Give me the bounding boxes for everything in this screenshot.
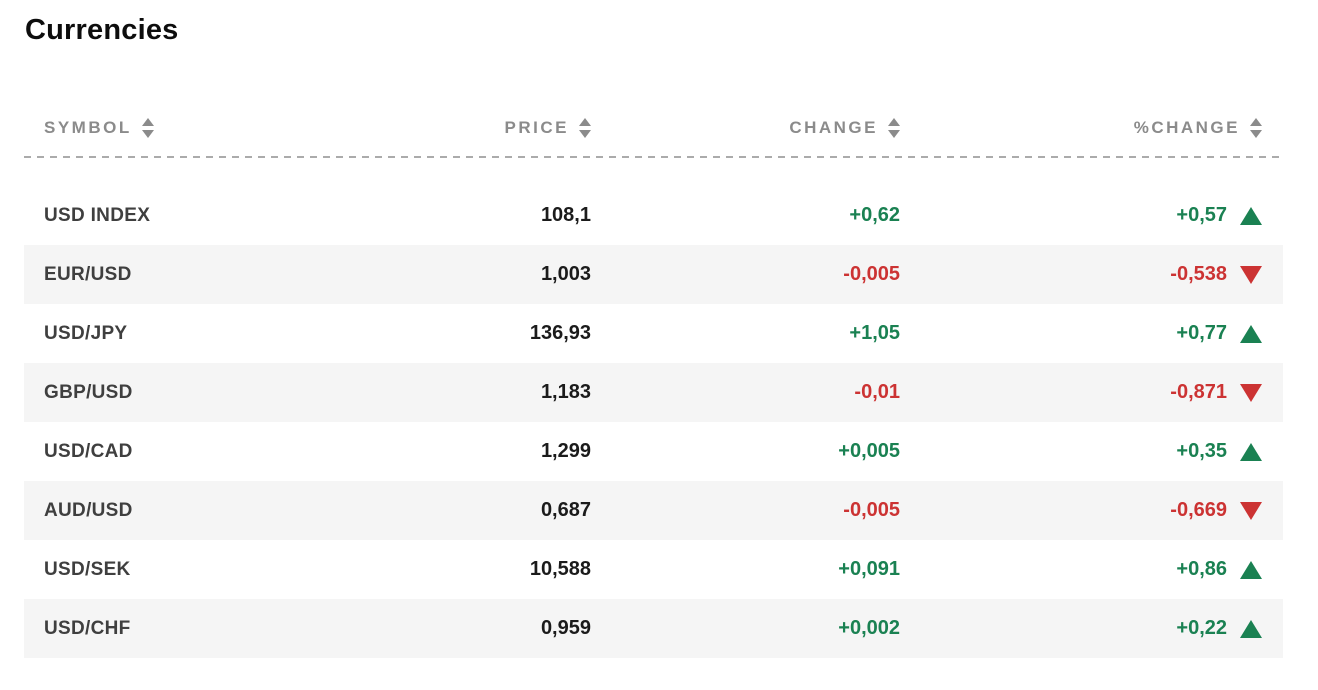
column-header-price[interactable]: PRICE <box>324 118 591 139</box>
currencies-table: SYMBOL PRICE CHANGE <box>24 100 1283 659</box>
price-cell: 108,1 <box>324 204 591 227</box>
change-value: -0,005 <box>843 499 900 522</box>
pct-change-value: +0,77 <box>1176 322 1227 345</box>
price-cell: 0,959 <box>324 617 591 640</box>
column-header-label: %CHANGE <box>1133 118 1240 138</box>
pct-change-value: +0,86 <box>1176 558 1227 581</box>
pct-change-cell: -0,871 <box>900 381 1283 404</box>
header-dashed-divider <box>24 156 1283 159</box>
sort-arrows-icon <box>579 118 591 139</box>
triangle-up-icon <box>1240 206 1262 225</box>
change-value: +0,091 <box>838 558 900 581</box>
table-header-row: SYMBOL PRICE CHANGE <box>24 100 1283 156</box>
triangle-up-icon <box>1240 619 1262 638</box>
symbol-label: GBP/USD <box>44 381 133 403</box>
symbol-cell: USD/JPY <box>24 323 324 345</box>
change-cell: -0,01 <box>591 381 900 404</box>
change-cell: +0,091 <box>591 558 900 581</box>
column-header-label: CHANGE <box>789 118 878 138</box>
table-rows: USD INDEX 108,1 +0,62 +0,57 EUR/USD 1,00… <box>24 186 1283 659</box>
price-value: 1,003 <box>540 263 591 286</box>
table-row[interactable]: USD/SEK 10,588 +0,091 +0,86 <box>24 540 1283 599</box>
symbol-cell: GBP/USD <box>24 382 324 404</box>
pct-change-value: +0,35 <box>1176 440 1227 463</box>
change-value: +1,05 <box>849 322 900 345</box>
pct-change-cell: -0,538 <box>900 263 1283 286</box>
table-row[interactable]: USD/JPY 136,93 +1,05 +0,77 <box>24 304 1283 363</box>
table-row[interactable]: AUD/USD 0,687 -0,005 -0,669 <box>24 481 1283 541</box>
table-row[interactable]: USD/CHF 0,959 +0,002 +0,22 <box>24 599 1283 659</box>
symbol-cell: USD/CAD <box>24 441 324 463</box>
table-row[interactable]: USD/CAD 1,299 +0,005 +0,35 <box>24 422 1283 481</box>
pct-change-cell: +0,35 <box>900 440 1283 463</box>
column-header-pct-change[interactable]: %CHANGE <box>900 118 1283 139</box>
triangle-down-icon <box>1240 383 1262 402</box>
currencies-page: Currencies SYMBOL PRICE CHANGE <box>24 14 1283 659</box>
symbol-cell: USD/SEK <box>24 559 324 581</box>
symbol-label: USD/SEK <box>44 558 131 580</box>
page-title: Currencies <box>25 14 179 46</box>
symbol-label: USD INDEX <box>44 204 151 226</box>
pct-change-value: -0,669 <box>1170 499 1227 522</box>
sort-arrows-icon <box>888 118 900 139</box>
pct-change-cell: -0,669 <box>900 499 1283 522</box>
pct-change-value: +0,57 <box>1176 204 1227 227</box>
symbol-label: USD/CAD <box>44 440 133 462</box>
price-value: 1,183 <box>540 381 591 404</box>
price-value: 1,299 <box>540 440 591 463</box>
triangle-down-icon <box>1240 501 1262 520</box>
price-value: 108,1 <box>540 204 591 227</box>
symbol-label: USD/JPY <box>44 322 128 344</box>
change-cell: +1,05 <box>591 322 900 345</box>
symbol-label: EUR/USD <box>44 263 132 285</box>
triangle-up-icon <box>1240 442 1262 461</box>
price-value: 0,959 <box>540 617 591 640</box>
pct-change-cell: +0,77 <box>900 322 1283 345</box>
triangle-up-icon <box>1240 560 1262 579</box>
change-value: -0,005 <box>843 263 900 286</box>
pct-change-value: -0,871 <box>1170 381 1227 404</box>
change-cell: +0,62 <box>591 204 900 227</box>
price-cell: 1,183 <box>324 381 591 404</box>
column-header-label: SYMBOL <box>44 118 132 138</box>
symbol-cell: USD/CHF <box>24 618 324 640</box>
change-cell: -0,005 <box>591 263 900 286</box>
column-header-symbol[interactable]: SYMBOL <box>24 118 324 139</box>
change-cell: +0,002 <box>591 617 900 640</box>
price-cell: 1,299 <box>324 440 591 463</box>
table-row[interactable]: EUR/USD 1,003 -0,005 -0,538 <box>24 245 1283 305</box>
price-cell: 136,93 <box>324 322 591 345</box>
symbol-cell: EUR/USD <box>24 264 324 286</box>
symbol-cell: USD INDEX <box>24 205 324 227</box>
change-value: -0,01 <box>854 381 900 404</box>
change-cell: -0,005 <box>591 499 900 522</box>
change-value: +0,005 <box>838 440 900 463</box>
price-cell: 10,588 <box>324 558 591 581</box>
column-header-label: PRICE <box>504 118 569 138</box>
column-header-change[interactable]: CHANGE <box>591 118 900 139</box>
table-row[interactable]: USD INDEX 108,1 +0,62 +0,57 <box>24 186 1283 245</box>
symbol-cell: AUD/USD <box>24 500 324 522</box>
price-value: 0,687 <box>540 499 591 522</box>
symbol-label: AUD/USD <box>44 499 133 521</box>
triangle-up-icon <box>1240 324 1262 343</box>
change-value: +0,002 <box>838 617 900 640</box>
table-row[interactable]: GBP/USD 1,183 -0,01 -0,871 <box>24 363 1283 423</box>
price-value: 10,588 <box>529 558 591 581</box>
pct-change-value: +0,22 <box>1176 617 1227 640</box>
price-cell: 0,687 <box>324 499 591 522</box>
change-cell: +0,005 <box>591 440 900 463</box>
pct-change-cell: +0,86 <box>900 558 1283 581</box>
pct-change-cell: +0,57 <box>900 204 1283 227</box>
sort-arrows-icon <box>141 118 154 139</box>
pct-change-value: -0,538 <box>1170 263 1227 286</box>
sort-arrows-icon <box>1250 118 1262 139</box>
pct-change-cell: +0,22 <box>900 617 1283 640</box>
change-value: +0,62 <box>849 204 900 227</box>
symbol-label: USD/CHF <box>44 617 131 639</box>
price-cell: 1,003 <box>324 263 591 286</box>
price-value: 136,93 <box>529 322 591 345</box>
triangle-down-icon <box>1240 265 1262 284</box>
